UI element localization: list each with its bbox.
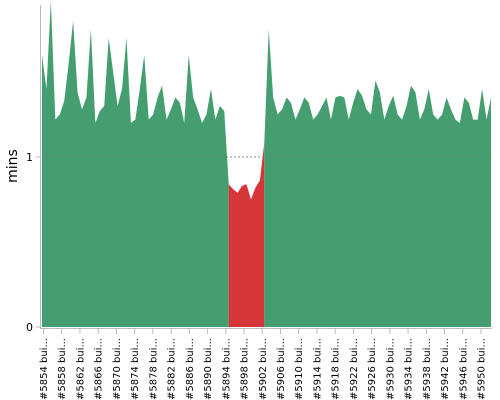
x-tick-label: #5882 bui... <box>167 338 178 400</box>
x-tick-label: #5930 bui... <box>385 338 396 400</box>
y-axis-title: mins <box>5 149 21 183</box>
x-tick-label: #5946 bui... <box>458 338 469 400</box>
x-tick-label: #5922 bui... <box>349 338 360 400</box>
x-tick-label: #5894 bui... <box>221 338 232 400</box>
x-tick-label: #5938 bui... <box>422 338 433 400</box>
x-tick-label: #5902 bui... <box>258 338 269 400</box>
area-series-success-3 <box>264 29 491 327</box>
x-tick-label: #5866 bui... <box>94 338 105 400</box>
x-tick-label: #5862 bui... <box>75 338 86 400</box>
x-tick-label: #5906 bui... <box>276 338 287 400</box>
x-tick-label: #5898 bui... <box>240 338 251 400</box>
x-tick-label: #5878 bui... <box>148 338 159 400</box>
x-tick-label: #5890 bui... <box>203 338 214 400</box>
x-tick-label: #5942 bui... <box>440 338 451 400</box>
y-ticks: 01 <box>26 151 41 334</box>
x-tick-label: #5914 bui... <box>312 338 323 400</box>
y-tick-label: 1 <box>26 151 33 164</box>
area-series-failure-2 <box>228 143 265 327</box>
x-tick-label: #5886 bui... <box>185 338 196 400</box>
x-tick-label: #5950 bui... <box>477 338 488 400</box>
x-tick-label: #5854 bui... <box>39 338 50 400</box>
area-series-success-1 <box>42 0 229 327</box>
x-tick-label: #5934 bui... <box>404 338 415 400</box>
area-series-layer <box>42 0 491 327</box>
x-tick-label: #5870 bui... <box>112 338 123 400</box>
x-tick-label: #5918 bui... <box>331 338 342 400</box>
x-tick-label: #5926 bui... <box>367 338 378 400</box>
x-tick-label: #5874 bui... <box>130 338 141 400</box>
y-tick-label: 0 <box>26 321 33 334</box>
x-ticks: #5854 bui... #5858 bui... #5862 bui... #586… <box>39 329 488 400</box>
axes <box>40 5 492 329</box>
x-tick-label: #5858 bui... <box>57 338 68 400</box>
x-tick-label: #5910 bui... <box>294 338 305 400</box>
